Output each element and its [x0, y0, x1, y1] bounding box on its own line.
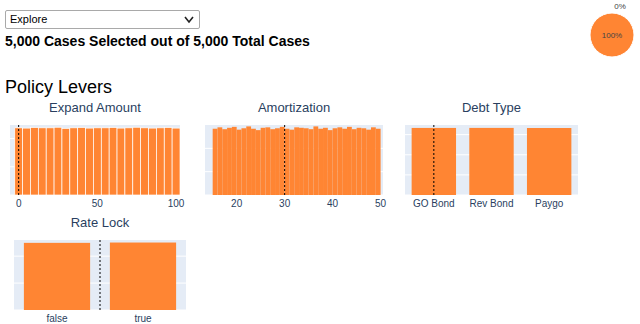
histogram-bar — [246, 126, 251, 195]
tick-label: true — [134, 313, 152, 324]
histogram-bar — [323, 128, 328, 195]
histogram-bar — [172, 128, 180, 195]
histogram-bar — [294, 127, 299, 195]
bar — [469, 128, 513, 195]
histogram-bar — [357, 128, 362, 195]
histogram-bar — [251, 129, 256, 195]
tick-label: 20 — [231, 198, 243, 209]
pie-label: 0% — [614, 2, 626, 11]
bar — [527, 128, 571, 195]
reference-line — [18, 125, 19, 195]
histogram-bar — [222, 129, 227, 195]
tick-label: 40 — [327, 198, 339, 209]
plot-background — [14, 240, 186, 310]
marks — [213, 126, 381, 195]
histogram-bar — [125, 128, 133, 195]
histogram-bar — [304, 128, 309, 195]
histogram-bar — [149, 128, 157, 195]
histogram-bar — [366, 130, 371, 195]
histogram-bar — [46, 128, 54, 195]
tick-label: false — [46, 313, 68, 324]
pie-slice — [590, 13, 634, 57]
histogram-bar — [371, 127, 376, 195]
histogram-bar — [30, 128, 38, 195]
marks — [15, 127, 180, 195]
histogram-bar — [109, 128, 117, 195]
tick-label: 50 — [375, 198, 387, 209]
histogram-bar — [237, 130, 242, 195]
histogram-bar — [265, 127, 270, 195]
histogram-bar — [270, 129, 275, 195]
histogram-bar — [342, 129, 347, 195]
histogram-bar — [213, 129, 218, 195]
histogram-bar — [309, 129, 314, 195]
tick-label: 0 — [16, 198, 22, 209]
tick-label: GO Bond — [413, 198, 455, 209]
histogram-bar — [23, 128, 31, 195]
histogram-bar — [313, 126, 318, 195]
histogram-bar — [86, 128, 94, 195]
histogram-bar — [232, 127, 237, 195]
histogram-bar — [241, 128, 246, 195]
histogram-bar — [352, 129, 357, 195]
histogram-bar — [156, 128, 164, 195]
histogram-bar — [361, 128, 366, 195]
histogram-bar — [164, 128, 172, 195]
dropdown[interactable]: Explore — [5, 10, 200, 29]
histogram-bar — [93, 128, 101, 195]
histogram-bar — [376, 129, 381, 195]
dropdown-chevron[interactable] — [184, 16, 194, 24]
histogram-bar — [62, 128, 70, 195]
histogram-bar — [70, 128, 78, 195]
chart-title: Expand Amount — [49, 100, 141, 115]
plot-background — [10, 125, 180, 195]
histogram-bar — [328, 130, 333, 195]
histogram-bar — [289, 130, 294, 195]
marks — [412, 128, 572, 195]
bar — [24, 243, 90, 310]
histogram-bar — [256, 130, 261, 195]
tick-label: Rev Bond — [470, 198, 514, 209]
histogram-bar — [280, 127, 285, 195]
histogram-bar — [227, 128, 232, 195]
histogram-bar — [299, 128, 304, 195]
reference-line — [284, 125, 285, 195]
histogram-bar — [318, 129, 323, 195]
histogram-bar — [275, 128, 280, 195]
histogram-bar — [38, 128, 46, 195]
histogram-bar — [347, 127, 352, 195]
reference-line — [100, 240, 101, 310]
histogram-bar — [141, 128, 149, 195]
histogram-bar — [133, 127, 141, 195]
histogram-bar — [101, 128, 109, 195]
tick-label: 100 — [168, 198, 185, 209]
histogram-bar — [261, 128, 266, 195]
tick-label: 30 — [279, 198, 291, 209]
tick-label: Paygo — [535, 198, 564, 209]
histogram-bar — [217, 127, 222, 195]
reference-line — [433, 125, 434, 195]
chevron-path — [185, 17, 193, 22]
histogram-bar — [337, 127, 342, 195]
summary: 5,000 Cases Selected out of 5,000 Total … — [5, 33, 310, 49]
bar — [110, 243, 176, 310]
histogram-bar — [117, 128, 125, 195]
histogram-bar — [285, 129, 290, 195]
section-title: Policy Levers — [5, 77, 112, 98]
chart-title: Debt Type — [462, 100, 521, 115]
pie-label: 100% — [602, 31, 622, 40]
chart-title: Rate Lock — [71, 215, 130, 230]
charts: 0% 100% Expand Amount 0 50 100 Amortization 20 3… — [0, 0, 640, 324]
plot-background — [405, 125, 578, 195]
histogram-bar — [54, 127, 62, 195]
plot-background — [205, 125, 383, 195]
chart-title: Amortization — [258, 100, 330, 115]
tick-label: 50 — [92, 198, 104, 209]
dropdown-text[interactable]: Explore — [10, 13, 47, 25]
histogram-bar — [78, 128, 86, 195]
histogram-bar — [333, 128, 338, 195]
pie — [590, 13, 634, 57]
